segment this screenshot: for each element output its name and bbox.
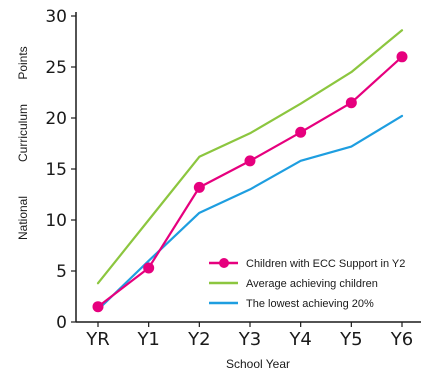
legend-entry-average: Average achieving children bbox=[209, 278, 378, 290]
legend-entry-ecc-support: Children with ECC Support in Y2 bbox=[209, 258, 405, 270]
y-axis-label-word-curriculum: Curriculum bbox=[16, 104, 30, 162]
y-axis-label-word-national: National bbox=[16, 196, 30, 240]
y-tick-label: 25 bbox=[45, 58, 67, 78]
y-tick-label: 20 bbox=[45, 109, 67, 129]
series-line-2 bbox=[96, 114, 404, 311]
x-tick-label: Y6 bbox=[390, 329, 413, 350]
data-point-series-0 bbox=[295, 126, 307, 138]
y-tick-label: 0 bbox=[56, 313, 67, 333]
y-axis-label: National Curriculum Points bbox=[16, 46, 30, 240]
x-tick-label: Y3 bbox=[238, 329, 261, 350]
legend-entry-lowest: The lowest achieving 20% bbox=[209, 298, 374, 310]
x-tick-label: Y1 bbox=[136, 329, 159, 350]
y-tick-label: 10 bbox=[45, 211, 67, 231]
x-tick-label: Y2 bbox=[187, 329, 210, 350]
axes bbox=[75, 12, 421, 323]
data-point-series-0 bbox=[143, 262, 155, 274]
data-point-series-0 bbox=[244, 155, 256, 167]
data-point-series-0 bbox=[92, 301, 104, 313]
y-tick-label: 30 bbox=[45, 7, 67, 27]
series-line-1 bbox=[96, 29, 404, 285]
data-point-series-0 bbox=[345, 97, 357, 109]
y-tick-label: 15 bbox=[45, 160, 67, 180]
legend-marker-ecc-support bbox=[219, 258, 229, 268]
x-tick-label: YR bbox=[85, 329, 110, 350]
x-axis-ticks: YR Y1 Y2 Y3 Y4 Y5 Y6 bbox=[85, 322, 413, 350]
y-tick-label: 5 bbox=[56, 262, 67, 282]
x-tick-label: Y4 bbox=[288, 329, 311, 350]
x-axis-label: School Year bbox=[226, 357, 290, 371]
legend: Children with ECC Support in Y2 Average … bbox=[209, 258, 405, 310]
legend-label-lowest: The lowest achieving 20% bbox=[246, 298, 374, 310]
data-point-series-0 bbox=[193, 181, 205, 193]
y-axis-label-word-points: Points bbox=[16, 46, 30, 79]
legend-label-average: Average achieving children bbox=[246, 278, 378, 290]
legend-label-ecc-support: Children with ECC Support in Y2 bbox=[246, 258, 405, 270]
x-tick-label: Y5 bbox=[339, 329, 362, 350]
data-point-series-0 bbox=[396, 51, 408, 63]
series-markers bbox=[92, 51, 408, 313]
y-axis-ticks: 0 5 10 15 20 25 30 bbox=[45, 7, 76, 333]
